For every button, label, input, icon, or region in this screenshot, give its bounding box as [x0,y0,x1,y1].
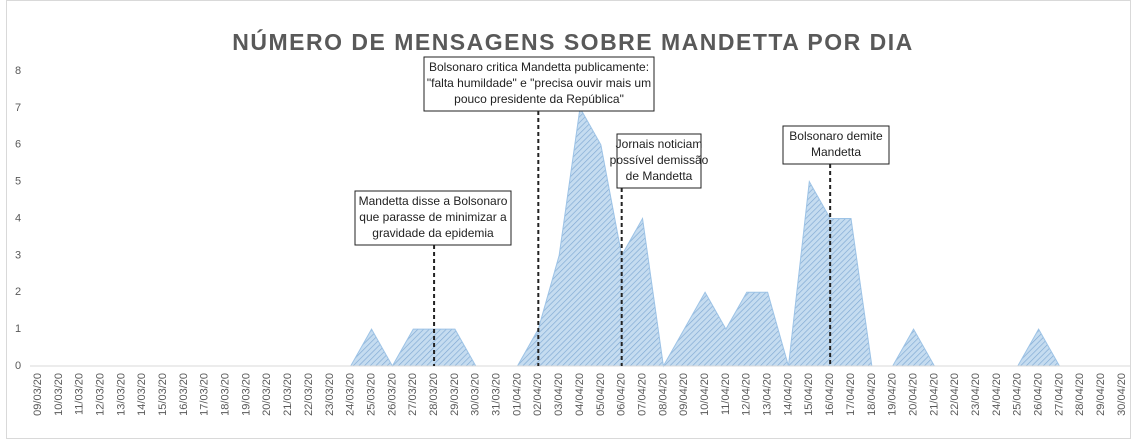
y-tick-label: 1 [15,323,21,335]
annotation-box [782,125,890,165]
x-tick-label: 13/04/20 [762,373,774,416]
x-tick-label: 14/03/20 [136,373,148,416]
annotation-text: Mandetta [811,145,861,159]
x-tick-label: 12/03/20 [94,373,106,416]
x-tick-label: 15/03/20 [157,373,169,416]
x-tick-label: 16/04/20 [824,373,836,416]
x-tick-label: 02/04/20 [532,373,544,416]
x-tick-label: 29/04/20 [1095,373,1107,416]
x-tick-label: 03/04/20 [553,373,565,416]
y-tick-label: 8 [15,65,21,77]
x-tick-label: 16/03/20 [178,373,190,416]
x-tick-label: 23/03/20 [324,373,336,416]
x-tick-label: 08/04/20 [657,373,669,416]
x-tick-label: 14/04/20 [782,373,794,416]
annotation-text: que parasse de minimizar a [359,210,507,224]
y-tick-label: 0 [15,360,21,372]
x-tick-label: 18/03/20 [220,373,232,416]
annotation-text: Jornais noticiam [616,137,703,151]
x-tick-label: 24/04/20 [991,373,1003,416]
x-tick-label: 10/03/20 [53,373,65,416]
y-tick-label: 2 [15,286,21,298]
x-tick-label: 23/04/20 [970,373,982,416]
x-tick-label: 15/04/20 [803,373,815,416]
x-tick-label: 09/03/20 [32,373,44,416]
x-tick-label: 18/04/20 [866,373,878,416]
x-tick-label: 12/04/20 [741,373,753,416]
x-tick-label: 09/04/20 [678,373,690,416]
x-tick-label: 22/04/20 [949,373,961,416]
x-tick-label: 26/04/20 [1033,373,1045,416]
x-tick-label: 05/04/20 [595,373,607,416]
x-tick-label: 31/03/20 [491,373,503,416]
chart-title: NÚMERO DE MENSAGENS SOBRE MANDETTA POR D… [232,28,913,55]
annotation-text: Mandetta disse a Bolsonaro [359,194,508,208]
x-tick-label: 21/04/20 [928,373,940,416]
y-tick-label: 3 [15,249,21,261]
annotation-box [616,133,702,189]
annotation-text: "falta humildade" e "precisa ouvir mais … [427,76,651,90]
x-tick-label: 27/04/20 [1053,373,1065,416]
x-tick-label: 20/03/20 [261,373,273,416]
x-tick-label: 30/04/20 [1116,373,1128,416]
x-tick-label: 25/03/20 [365,373,377,416]
x-tick-label: 17/03/20 [199,373,211,416]
y-tick-label: 7 [15,102,21,114]
x-tick-label: 17/04/20 [845,373,857,416]
x-tick-label: 11/03/20 [74,373,86,415]
x-tick-label: 27/03/20 [407,373,419,416]
x-tick-label: 19/03/20 [240,373,252,416]
x-tick-label: 24/03/20 [345,373,357,416]
x-tick-label: 26/03/20 [386,373,398,416]
annotation-text: Bolsonaro demite [789,129,883,143]
y-tick-label: 4 [15,212,21,224]
annotation-text: possível demissão [610,153,709,167]
x-tick-label: 22/03/20 [303,373,315,416]
x-tick-label: 13/03/20 [115,373,127,416]
x-tick-label: 20/04/20 [907,373,919,416]
x-tick-label: 28/03/20 [428,373,440,416]
x-tick-label: 04/04/20 [574,373,586,416]
x-tick-label: 10/04/20 [699,373,711,416]
y-tick-label: 5 [15,176,21,188]
x-tick-label: 07/04/20 [636,373,648,416]
area [38,106,1122,368]
x-tick-label: 30/03/20 [470,373,482,416]
x-tick-label: 21/03/20 [282,373,294,416]
annotation-box [354,190,512,246]
x-tick-label: 01/04/20 [511,373,523,416]
annotation-box [423,56,655,112]
annotation-text: de Mandetta [626,169,693,183]
x-tick-label: 19/04/20 [887,373,899,416]
x-tick-label: 11/04/20 [720,373,732,415]
x-tick-label: 28/04/20 [1074,373,1086,416]
annotation-text: gravidade da epidemia [372,226,494,240]
annotation-text: Bolsonaro critica Mandetta publicamente: [429,60,649,74]
y-tick-label: 6 [15,139,21,151]
x-tick-label: 29/03/20 [449,373,461,416]
x-tick-label: 06/04/20 [616,373,628,416]
x-tick-label: 25/04/20 [1012,373,1024,416]
annotation-text: pouco presidente da República" [454,92,624,106]
